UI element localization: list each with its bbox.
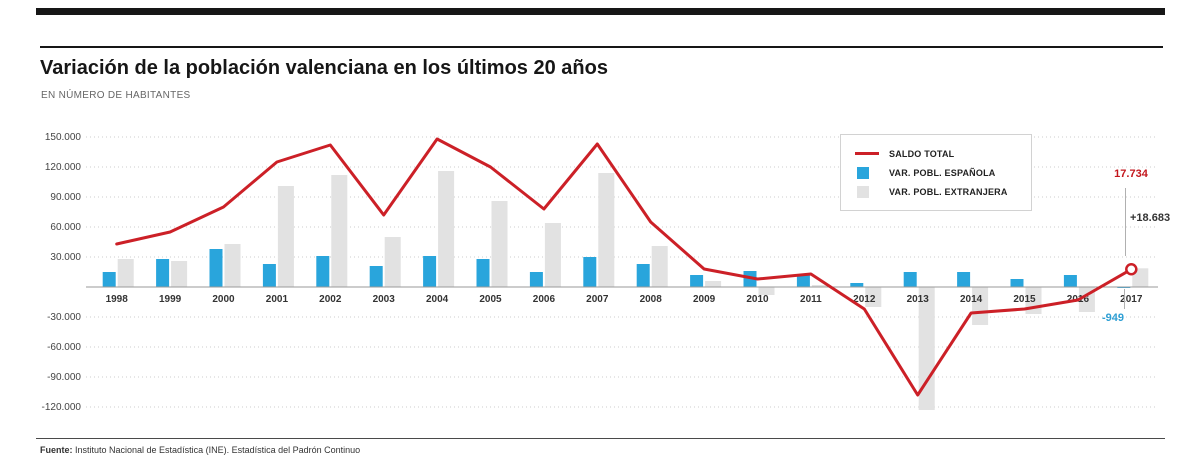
source-label: Fuente: <box>40 445 73 455</box>
legend-label-espanola: VAR. POBL. ESPAÑOLA <box>889 167 996 178</box>
saldo-line-swatch <box>855 152 879 155</box>
svg-text:2013: 2013 <box>907 294 930 305</box>
svg-text:2015: 2015 <box>1013 294 1036 305</box>
legend-item-espanola: VAR. POBL. ESPAÑOLA <box>855 163 1017 182</box>
source-note: Fuente: Instituto Nacional de Estadístic… <box>40 445 360 455</box>
svg-text:2008: 2008 <box>640 294 663 305</box>
svg-text:150.000: 150.000 <box>45 132 82 143</box>
svg-text:2006: 2006 <box>533 294 556 305</box>
chart-area: 150.000 120.000 90.000 60.000 30.000 -30.000 -… <box>40 112 1171 432</box>
svg-text:2014: 2014 <box>960 294 983 305</box>
svg-text:2003: 2003 <box>373 294 396 305</box>
extranjera-swatch-wrap <box>855 185 881 198</box>
annotation-extranjera-2017: +18.683 <box>1130 212 1171 224</box>
annotation-saldo-2017: 17.734 <box>1114 168 1148 180</box>
source-text: Instituto Nacional de Estadística (INE).… <box>72 445 361 455</box>
page-subtitle: EN NÚMERO DE HABITANTES <box>41 90 191 101</box>
gridlines <box>86 136 1158 408</box>
chart-svg: 150.000 120.000 90.000 60.000 30.000 -30.000 -… <box>42 132 1158 413</box>
line-saldo-total <box>115 137 1133 397</box>
page-title: Variación de la población valenciana en … <box>40 57 608 79</box>
svg-text:-60.000: -60.000 <box>47 342 81 353</box>
svg-text:2012: 2012 <box>853 294 876 305</box>
svg-text:1998: 1998 <box>106 294 129 305</box>
footer-rule <box>36 438 1165 439</box>
espanola-swatch-wrap <box>855 166 881 179</box>
svg-text:-90.000: -90.000 <box>47 372 81 383</box>
svg-text:2000: 2000 <box>212 294 235 305</box>
legend-label-extranjera: VAR. POBL. EXTRANJERA <box>889 186 1008 197</box>
espanola-bar-swatch <box>857 166 869 179</box>
svg-text:-30.000: -30.000 <box>47 312 81 323</box>
svg-text:30.000: 30.000 <box>50 252 81 263</box>
svg-text:1999: 1999 <box>159 294 182 305</box>
svg-text:2017: 2017 <box>1120 294 1143 305</box>
y-axis-labels: 150.000 120.000 90.000 60.000 30.000 -30.000 -… <box>42 132 82 413</box>
extranjera-bar-swatch <box>857 185 869 198</box>
svg-text:2001: 2001 <box>266 294 289 305</box>
svg-text:2011: 2011 <box>800 294 822 305</box>
legend: SALDO TOTAL VAR. POBL. ESPAÑOLA VAR. POB… <box>840 134 1032 211</box>
svg-text:2004: 2004 <box>426 294 449 305</box>
annotation-connector-espanola <box>1124 289 1125 309</box>
annotation-connector-extranjera <box>1125 188 1126 256</box>
svg-text:2005: 2005 <box>479 294 502 305</box>
svg-text:2007: 2007 <box>586 294 609 305</box>
svg-text:2009: 2009 <box>693 294 716 305</box>
svg-text:2002: 2002 <box>319 294 342 305</box>
legend-item-saldo-total: SALDO TOTAL <box>855 144 1017 163</box>
annotation-espanola-2017: -949 <box>1102 312 1125 324</box>
svg-text:2010: 2010 <box>746 294 769 305</box>
legend-item-extranjera: VAR. POBL. EXTRANJERA <box>855 182 1017 201</box>
top-black-bar <box>36 8 1165 15</box>
legend-label-saldo: SALDO TOTAL <box>889 148 955 159</box>
svg-text:60.000: 60.000 <box>50 222 81 233</box>
line-end-marker <box>1125 263 1138 276</box>
svg-text:90.000: 90.000 <box>50 192 81 203</box>
title-rule <box>40 46 1163 48</box>
x-axis-labels: 1998 1999 2000 2001 2002 2003 2004 2005 2006 2007… <box>106 294 1143 305</box>
bars-espanola <box>102 249 1131 288</box>
bars-extranjera <box>117 171 1149 410</box>
svg-text:-120.000: -120.000 <box>42 402 82 413</box>
svg-text:120.000: 120.000 <box>45 162 82 173</box>
saldo-line-swatch-wrap <box>855 152 881 155</box>
